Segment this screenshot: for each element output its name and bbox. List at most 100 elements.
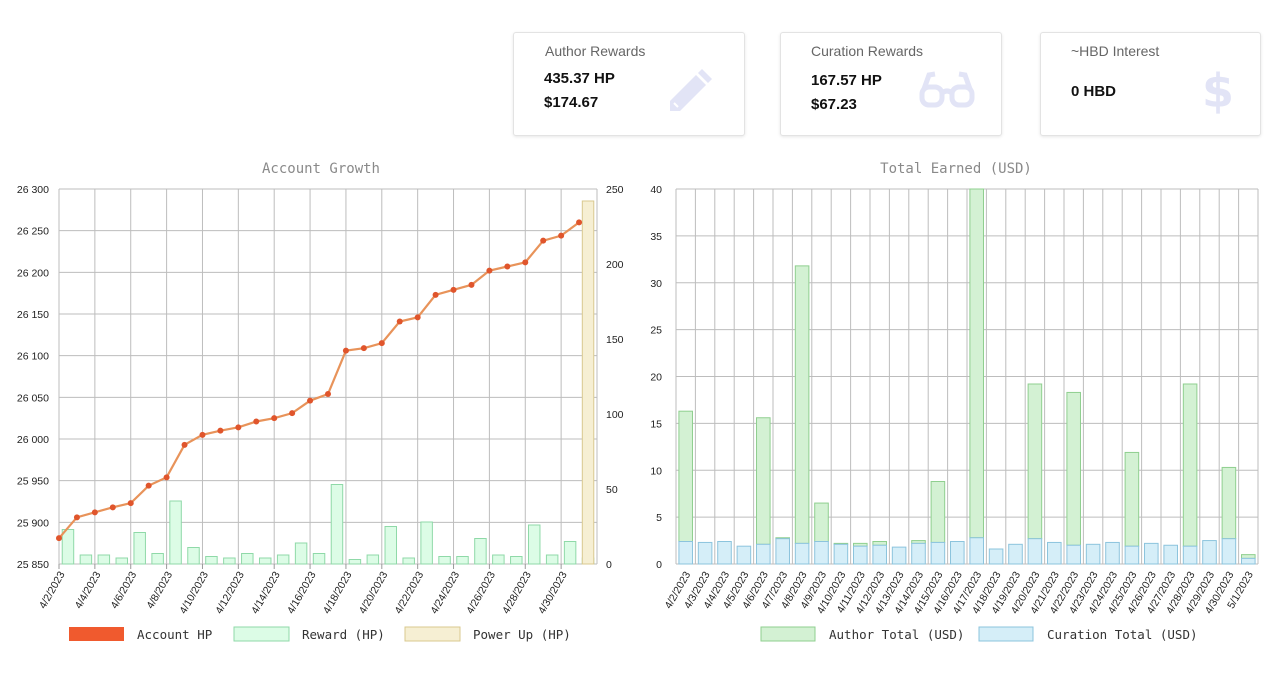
x-tick-label: 4/22/2023 (393, 569, 427, 616)
pencil-icon (670, 69, 712, 111)
reward-bar (456, 556, 469, 565)
account-growth-chart: Account Growth 25 850 25 900 25 950 26 000 2… (17, 161, 624, 642)
account-hp-point (522, 259, 529, 266)
x-tick-label: 4/4/2023 (73, 569, 104, 611)
y-tick-label: 20 (650, 372, 662, 384)
chart-title: Total Earned (USD) (880, 161, 1032, 177)
account-hp-point (56, 535, 62, 542)
account-hp-point (145, 482, 152, 489)
x-tick-label: 4/2/2023 (37, 569, 68, 611)
account-hp-point (235, 424, 242, 431)
reward-bar (79, 554, 93, 565)
curation-bar (872, 544, 887, 565)
account-hp-point (432, 291, 439, 298)
curation-bar (1066, 544, 1081, 565)
y-right-tick-label: 0 (606, 559, 612, 571)
curation-bar (891, 546, 907, 565)
x-tick-label: 4/20/2023 (357, 569, 391, 616)
account-hp-point (289, 410, 296, 417)
curation-bar (1182, 545, 1198, 565)
author-bar (794, 265, 810, 544)
reward-bar (438, 556, 451, 565)
curation-bar (697, 541, 713, 565)
curation-bar (794, 542, 810, 565)
x-tick-label: 4/10/2023 (177, 569, 211, 616)
curation-bar (775, 538, 790, 565)
legend-swatch-author (760, 626, 816, 642)
y-left-tick-label: 26 200 (17, 267, 49, 279)
account-hp-line (58, 221, 580, 539)
y-right-tick-label: 250 (606, 184, 624, 196)
card-value-usd: $174.67 (544, 94, 599, 111)
reward-bar (545, 554, 559, 565)
account-hp-point (540, 237, 547, 244)
legend-swatch-curation (978, 626, 1034, 642)
curation-bar (1008, 543, 1023, 565)
reward-bar (420, 521, 433, 565)
card-value-hp: 435.37 HP (544, 70, 615, 87)
curation-rewards-card: Curation Rewards 167.57 HP $67.23 (780, 32, 1002, 136)
curation-bar (988, 548, 1004, 565)
x-tick-label: 4/16/2023 (285, 569, 319, 616)
account-hp-point (325, 391, 331, 397)
card-value-hbd: 0 HBD (1071, 83, 1117, 100)
y-right-tick-label: 50 (606, 484, 618, 496)
account-hp-point (504, 263, 511, 270)
reward-bar (187, 547, 200, 565)
reward-bar (348, 559, 362, 565)
card-title: ~HBD Interest (1071, 43, 1160, 59)
author-bar (1221, 466, 1237, 540)
curation-bar (756, 543, 771, 565)
reward-bar (294, 542, 308, 565)
y-left-tick-label: 26 250 (17, 226, 49, 238)
author-bar (969, 188, 984, 539)
card-value-hp: 167.57 HP (811, 72, 882, 89)
powerup-bar (581, 200, 595, 565)
card-value-usd: $67.23 (811, 96, 857, 113)
dollar-icon: $ (1202, 65, 1234, 115)
author-bar (1027, 383, 1043, 540)
curation-bar (853, 545, 868, 565)
reward-bar (384, 526, 398, 565)
y-tick-label: 25 (650, 325, 662, 337)
account-hp-point (414, 314, 421, 321)
account-hp-point (271, 415, 278, 422)
reward-bar (169, 500, 182, 565)
card-title: Curation Rewards (811, 43, 924, 59)
curation-bar (1144, 542, 1159, 565)
author-bar (930, 481, 946, 543)
reward-bar (510, 556, 523, 565)
legend-swatch-reward (233, 626, 290, 642)
reward-bar (61, 529, 75, 565)
account-hp-point (217, 427, 224, 434)
author-bar (1066, 391, 1081, 546)
reward-bar (151, 553, 164, 565)
card-title: Author Rewards (545, 43, 646, 59)
curation-bar (1085, 543, 1101, 565)
x-tick-label: 4/18/2023 (321, 569, 355, 616)
curation-bar (930, 541, 946, 565)
account-hp-point (576, 219, 583, 226)
x-tick-label: 4/12/2023 (213, 569, 247, 616)
curation-bar (1047, 541, 1062, 565)
legend-label: Account HP (137, 627, 212, 642)
account-hp-point (396, 318, 403, 325)
account-hp-point (109, 504, 116, 511)
reward-bar (276, 554, 290, 565)
author-bar (1124, 451, 1140, 547)
curation-bar (736, 545, 752, 565)
curation-bar (1027, 538, 1043, 565)
y-tick-label: 0 (656, 559, 662, 571)
account-hp-point (450, 286, 457, 293)
curation-bar (814, 541, 829, 565)
curation-bar (969, 537, 984, 565)
account-hp-point (342, 347, 349, 354)
y-tick-label: 5 (656, 512, 662, 524)
author-rewards-card: Author Rewards 435.37 HP $174.67 (513, 32, 745, 136)
x-tick-label: 4/14/2023 (249, 569, 283, 616)
y-right-tick-label: 100 (606, 409, 624, 421)
curation-bar (950, 541, 965, 565)
curation-bar (717, 541, 732, 565)
account-hp-point (360, 345, 367, 352)
x-tick-label: 4/30/2023 (536, 569, 570, 616)
